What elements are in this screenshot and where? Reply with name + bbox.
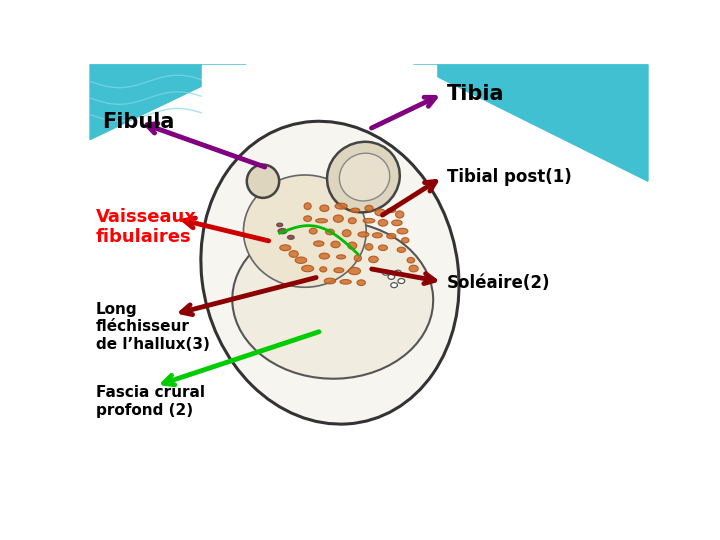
Ellipse shape	[320, 267, 327, 272]
Ellipse shape	[331, 241, 340, 248]
Ellipse shape	[335, 203, 347, 209]
Ellipse shape	[243, 175, 366, 287]
Polygon shape	[90, 65, 246, 140]
Ellipse shape	[357, 280, 365, 286]
Ellipse shape	[351, 208, 360, 213]
Ellipse shape	[378, 219, 388, 226]
Ellipse shape	[387, 208, 396, 213]
Ellipse shape	[319, 253, 330, 259]
Ellipse shape	[320, 205, 329, 212]
Ellipse shape	[354, 255, 361, 261]
Ellipse shape	[314, 241, 324, 246]
Text: Soléaire(2): Soléaire(2)	[447, 274, 551, 292]
Ellipse shape	[278, 228, 287, 234]
Ellipse shape	[348, 218, 356, 224]
Ellipse shape	[304, 203, 311, 210]
Ellipse shape	[310, 228, 317, 234]
Text: Tibia: Tibia	[447, 84, 505, 104]
Ellipse shape	[395, 211, 404, 218]
Ellipse shape	[407, 258, 415, 263]
Text: Long
fléchisseur
de l’hallux(3): Long fléchisseur de l’hallux(3)	[96, 302, 210, 352]
Ellipse shape	[395, 270, 401, 275]
Text: Fibula: Fibula	[102, 112, 175, 132]
Ellipse shape	[387, 233, 396, 239]
Ellipse shape	[358, 232, 369, 237]
Ellipse shape	[315, 219, 328, 223]
Ellipse shape	[372, 233, 382, 238]
Ellipse shape	[327, 142, 400, 212]
Ellipse shape	[295, 257, 307, 264]
Ellipse shape	[392, 220, 402, 226]
Ellipse shape	[398, 279, 405, 284]
Ellipse shape	[302, 265, 314, 272]
Ellipse shape	[276, 223, 283, 227]
Ellipse shape	[397, 247, 405, 252]
Ellipse shape	[348, 267, 361, 275]
Text: Tibial post(1): Tibial post(1)	[447, 168, 572, 186]
Ellipse shape	[333, 215, 343, 222]
Ellipse shape	[375, 209, 385, 216]
Ellipse shape	[289, 251, 298, 258]
Ellipse shape	[287, 235, 294, 239]
Ellipse shape	[409, 265, 418, 272]
Ellipse shape	[334, 268, 344, 273]
Ellipse shape	[336, 255, 346, 259]
Ellipse shape	[397, 228, 408, 234]
Ellipse shape	[369, 256, 378, 262]
Ellipse shape	[304, 216, 312, 221]
Ellipse shape	[325, 229, 334, 235]
Polygon shape	[413, 65, 648, 181]
Ellipse shape	[363, 218, 375, 223]
Ellipse shape	[365, 205, 373, 211]
Ellipse shape	[201, 122, 459, 424]
Ellipse shape	[342, 230, 351, 237]
Ellipse shape	[388, 274, 395, 279]
Ellipse shape	[402, 238, 409, 243]
Ellipse shape	[247, 165, 279, 198]
Ellipse shape	[379, 245, 387, 251]
Text: Vaisseaux
fibulaires: Vaisseaux fibulaires	[96, 207, 197, 246]
Ellipse shape	[280, 245, 291, 251]
Ellipse shape	[233, 221, 433, 379]
Ellipse shape	[391, 282, 397, 288]
Ellipse shape	[324, 278, 336, 284]
Bar	[202, 65, 436, 123]
Ellipse shape	[339, 153, 390, 201]
Ellipse shape	[340, 280, 351, 284]
Text: Fascia crural
profond (2): Fascia crural profond (2)	[96, 386, 204, 418]
Ellipse shape	[365, 244, 373, 250]
Ellipse shape	[348, 242, 357, 249]
Ellipse shape	[382, 270, 389, 275]
